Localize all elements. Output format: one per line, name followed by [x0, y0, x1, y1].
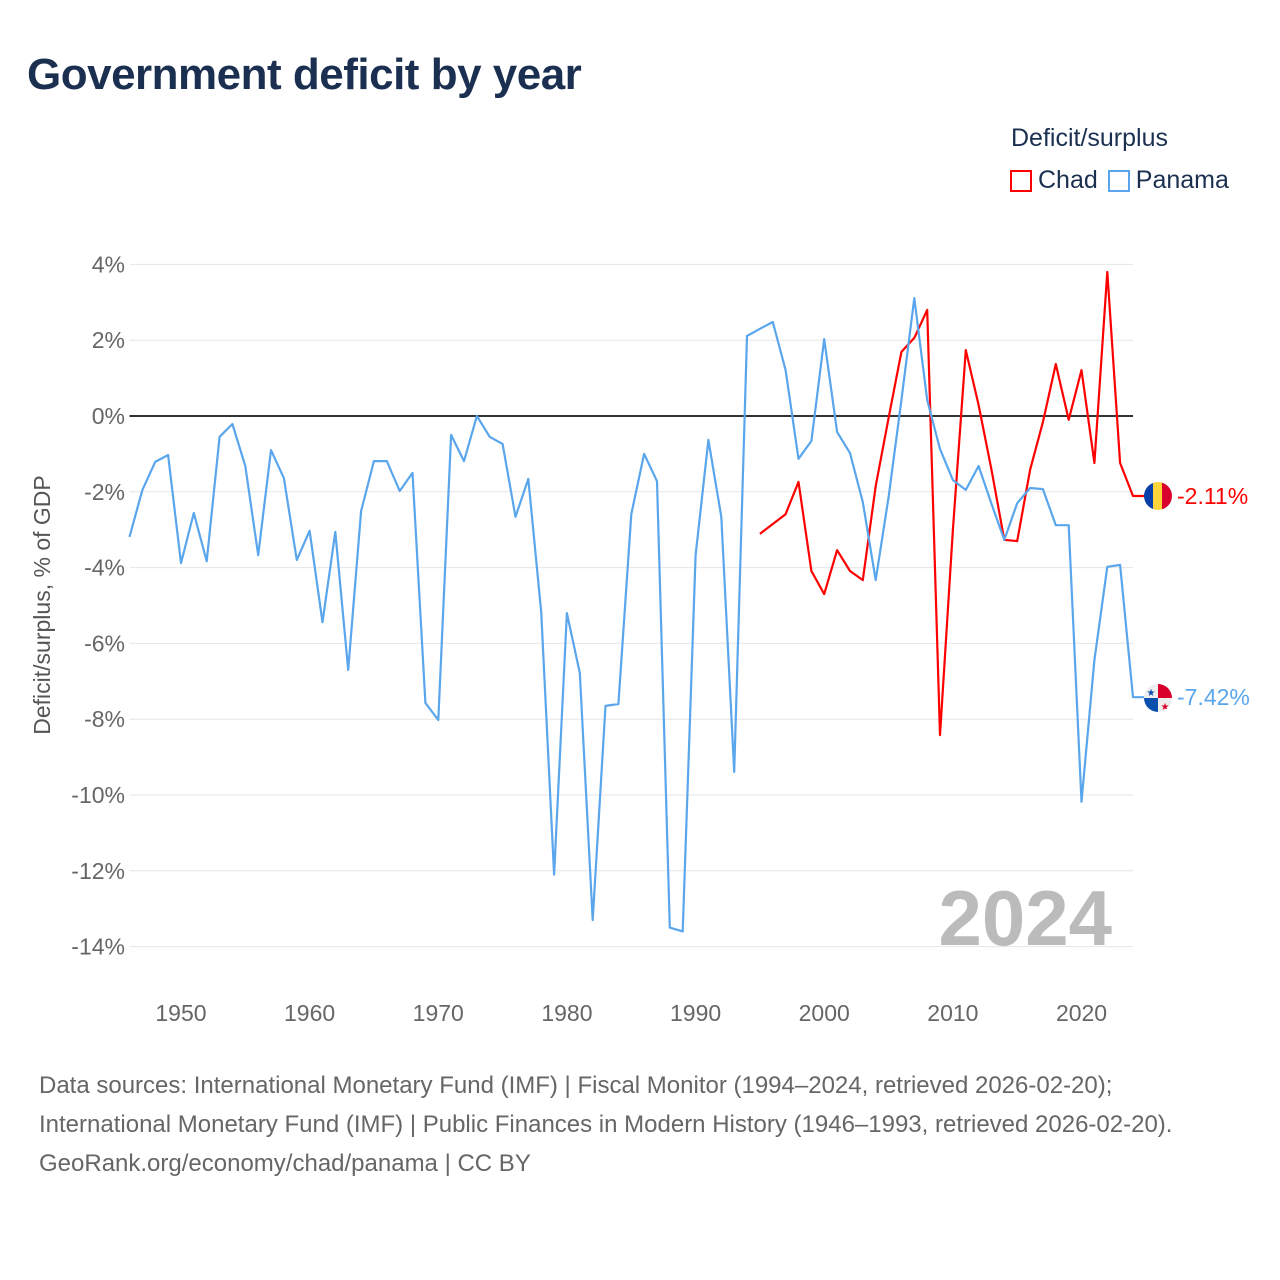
y-tick-label: -12% [71, 858, 125, 884]
legend-swatch-panama [1107, 169, 1130, 192]
legend-title: Deficit/surplus [1011, 124, 1168, 152]
x-tick-label: 1950 [155, 1000, 206, 1026]
y-tick-label: -8% [84, 706, 125, 732]
y-tick-label: -2% [84, 479, 125, 505]
x-tick-label: 1980 [541, 1000, 592, 1026]
y-tick-label: -10% [71, 782, 125, 808]
series-line-panama[interactable] [128, 297, 1146, 933]
x-tick-label: 2010 [927, 1000, 978, 1026]
legend: Chad Panama [1010, 166, 1229, 195]
chad-end-label: -2.11% [1177, 483, 1248, 509]
y-tick-label: -6% [84, 630, 125, 656]
legend-item-panama[interactable]: Panama [1107, 166, 1229, 195]
plot-area: 4% 2% 0% -2% -4% -6% -8% -10% -12% -14% 1950 1960 19… [29, 251, 1250, 1026]
legend-label: Panama [1135, 166, 1229, 194]
data-sources: Data sources: International Monetary Fun… [39, 1072, 1173, 1138]
year-watermark: 2024 [938, 874, 1112, 962]
x-tick-label: 1990 [670, 1000, 721, 1026]
svg-text:★: ★ [1147, 688, 1156, 699]
y-tick-label: 2% [92, 327, 125, 353]
series-line-chad[interactable] [759, 270, 1145, 737]
x-tick-label: 1960 [284, 1000, 335, 1026]
y-tick-label: 4% [92, 251, 125, 277]
y-axis-label: Deficit/surplus, % of GDP [29, 475, 55, 734]
y-tick-label: 0% [92, 403, 125, 429]
panama-end-label: -7.42% [1177, 684, 1250, 710]
chart-title: Government deficit by year [27, 50, 582, 99]
x-tick-label: 2020 [1056, 1000, 1107, 1026]
svg-text:★: ★ [1161, 702, 1170, 713]
legend-label: Chad [1038, 166, 1098, 194]
chad-flag-icon [1144, 482, 1172, 510]
legend-item-chad[interactable]: Chad [1010, 166, 1098, 195]
y-tick-label: -14% [71, 934, 125, 960]
legend-swatch-chad [1010, 169, 1032, 192]
y-tick-label: -4% [84, 555, 125, 581]
x-tick-label: 2000 [799, 1000, 850, 1026]
footer: Data sources: International Monetary Fun… [39, 1066, 1239, 1183]
x-tick-label: 1970 [413, 1000, 464, 1026]
panama-flag-icon: ★★ [1144, 684, 1172, 713]
credit-link[interactable]: GeoRank.org/economy/chad/panama | CC BY [39, 1150, 531, 1177]
